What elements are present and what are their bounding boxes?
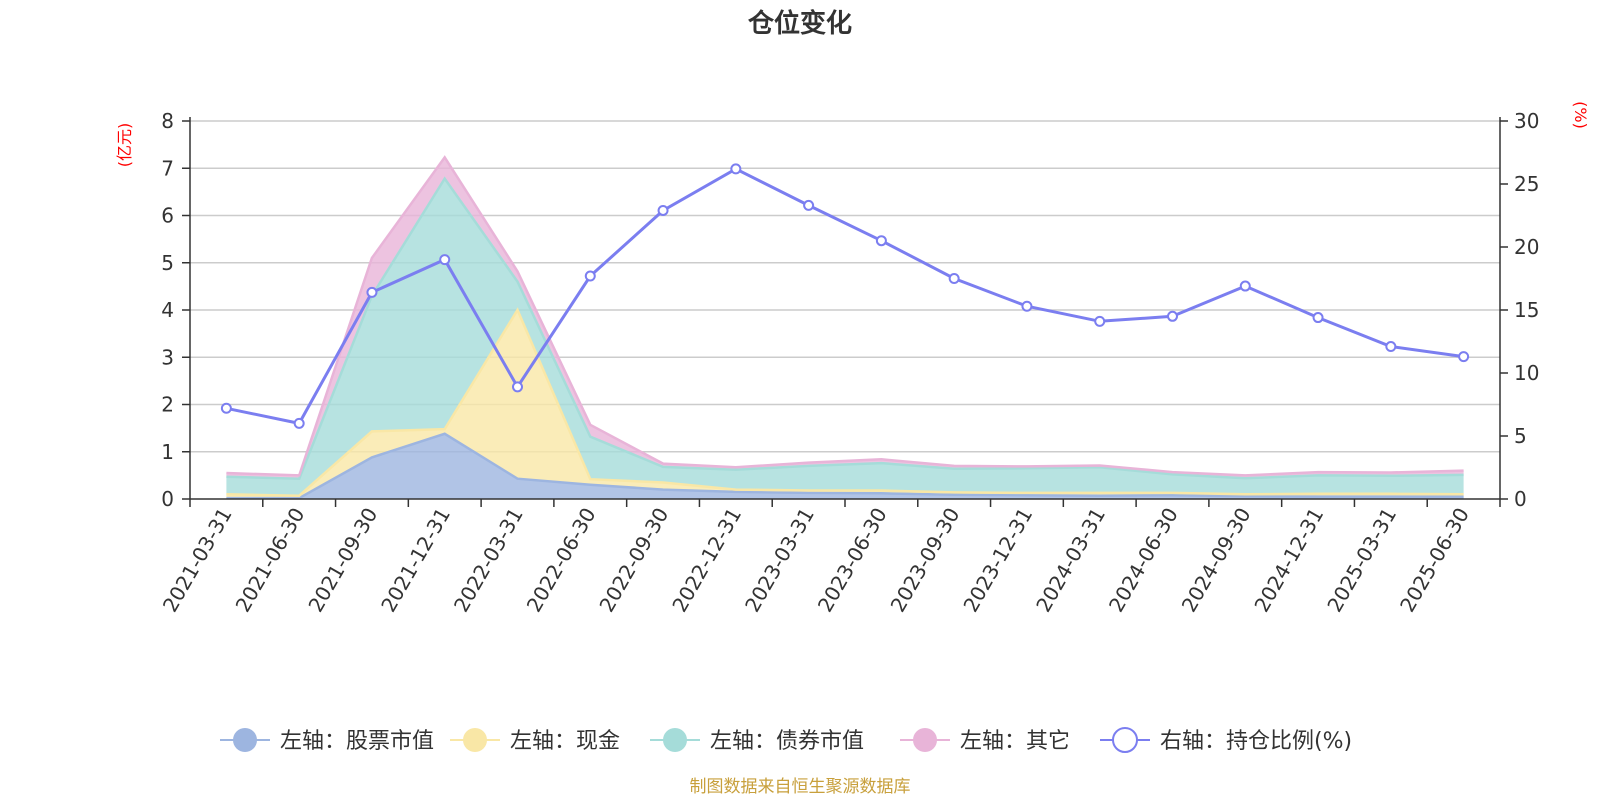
legend-label: 右轴：持仓比例(%)	[1160, 729, 1352, 754]
left-tick-label: 2	[161, 393, 174, 417]
ratio-line-path	[226, 167, 1464, 426]
ratio-point	[730, 163, 742, 175]
area-edge-3	[226, 155, 1464, 477]
x-tick-label: 2022-03-31	[449, 504, 528, 617]
left-tick-label: 1	[161, 440, 174, 464]
legend-item-2: 左轴：债券市值	[650, 728, 864, 754]
left-tick-label: 7	[161, 156, 174, 180]
x-tick-label: 2021-12-31	[376, 504, 455, 617]
x-tick-label: 2025-06-30	[1395, 504, 1474, 617]
right-tick-label: 0	[1514, 487, 1527, 511]
legend-symbol	[663, 728, 687, 752]
area-series-0	[226, 433, 1464, 499]
right-tick-label: 5	[1514, 424, 1527, 448]
legend-item-3: 左轴：其它	[900, 728, 1070, 754]
x-tick-label: 2024-03-31	[1031, 504, 1110, 617]
ratio-point	[875, 235, 887, 247]
x-tick-label: 2023-12-31	[958, 504, 1037, 617]
x-tick-label: 2022-06-30	[522, 504, 601, 617]
legend-symbol	[233, 728, 257, 752]
left-tick-label: 5	[161, 251, 174, 275]
legend-label: 左轴：其它	[960, 729, 1070, 754]
legend: 左轴：股票市值 左轴：现金 左轴：债券市值 左轴：其它 右轴：持仓比例(%)	[220, 727, 1352, 754]
right-tick-label: 10	[1514, 361, 1539, 385]
area-series-2	[226, 178, 1464, 496]
legend-item-4: 右轴：持仓比例(%)	[1100, 727, 1352, 754]
right-axis-unit: (%)	[1571, 101, 1590, 129]
ratio-point	[948, 273, 960, 284]
legend-item-0: 左轴：股票市值	[220, 728, 434, 754]
area-edges	[226, 155, 1464, 500]
legend-label: 左轴：现金	[510, 729, 620, 754]
ratio-point	[220, 402, 232, 414]
legend-symbol	[463, 728, 487, 752]
ratio-point	[1312, 312, 1324, 324]
area-edge-0	[226, 432, 1464, 500]
ratio-point	[1094, 315, 1106, 327]
x-tick-label: 2024-12-31	[1249, 504, 1328, 617]
ratio-point	[657, 204, 669, 216]
x-tick-label: 2022-12-31	[667, 504, 746, 617]
area-edge-2	[226, 176, 1464, 480]
left-axis-unit: (亿元)	[115, 123, 134, 168]
x-tick-label: 2022-09-30	[594, 504, 673, 617]
left-tick-label: 8	[161, 109, 174, 133]
ratio-point	[1458, 351, 1470, 363]
x-tick-label: 2023-09-30	[886, 504, 965, 617]
x-tick-label: 2025-03-31	[1322, 504, 1401, 617]
area-edge-1	[226, 307, 1464, 497]
ratio-line	[220, 163, 1470, 429]
x-tick-label: 2023-06-30	[813, 504, 892, 617]
right-tick-label: 25	[1514, 172, 1539, 196]
right-tick-label: 30	[1514, 109, 1539, 133]
ratio-point	[584, 270, 596, 282]
x-tick-label: 2024-06-30	[1104, 504, 1183, 617]
ratio-point	[439, 254, 451, 266]
legend-label: 左轴：股票市值	[280, 729, 434, 754]
ratio-point	[1167, 310, 1178, 322]
stacked-areas	[226, 157, 1464, 499]
ratio-point	[512, 381, 523, 393]
source-note: 制图数据来自恒生聚源数据库	[690, 777, 911, 797]
left-tick-label: 3	[161, 345, 174, 369]
x-tick-label: 2021-09-30	[303, 504, 382, 617]
x-tick-label: 2021-03-31	[158, 504, 237, 617]
ratio-point	[293, 417, 305, 429]
ratio-point	[366, 286, 378, 298]
legend-symbol	[913, 728, 937, 752]
left-tick-label: 0	[161, 487, 174, 511]
ratio-point	[1239, 280, 1251, 292]
ratio-point	[803, 199, 815, 211]
right-tick-label: 15	[1514, 298, 1539, 322]
ratio-point	[1385, 341, 1397, 353]
x-tick-label: 2021-06-30	[231, 504, 310, 617]
x-tick-label: 2023-03-31	[740, 504, 819, 617]
legend-label: 左轴：债券市值	[710, 729, 864, 754]
left-tick-label: 6	[161, 204, 174, 228]
legend-symbol	[1112, 727, 1138, 753]
legend-item-1: 左轴：现金	[450, 728, 620, 754]
chart-title: 仓位变化	[747, 8, 852, 39]
ratio-point	[1021, 300, 1033, 312]
right-tick-label: 20	[1514, 235, 1539, 259]
left-tick-label: 4	[161, 298, 174, 322]
x-tick-label: 2024-09-30	[1177, 504, 1256, 617]
